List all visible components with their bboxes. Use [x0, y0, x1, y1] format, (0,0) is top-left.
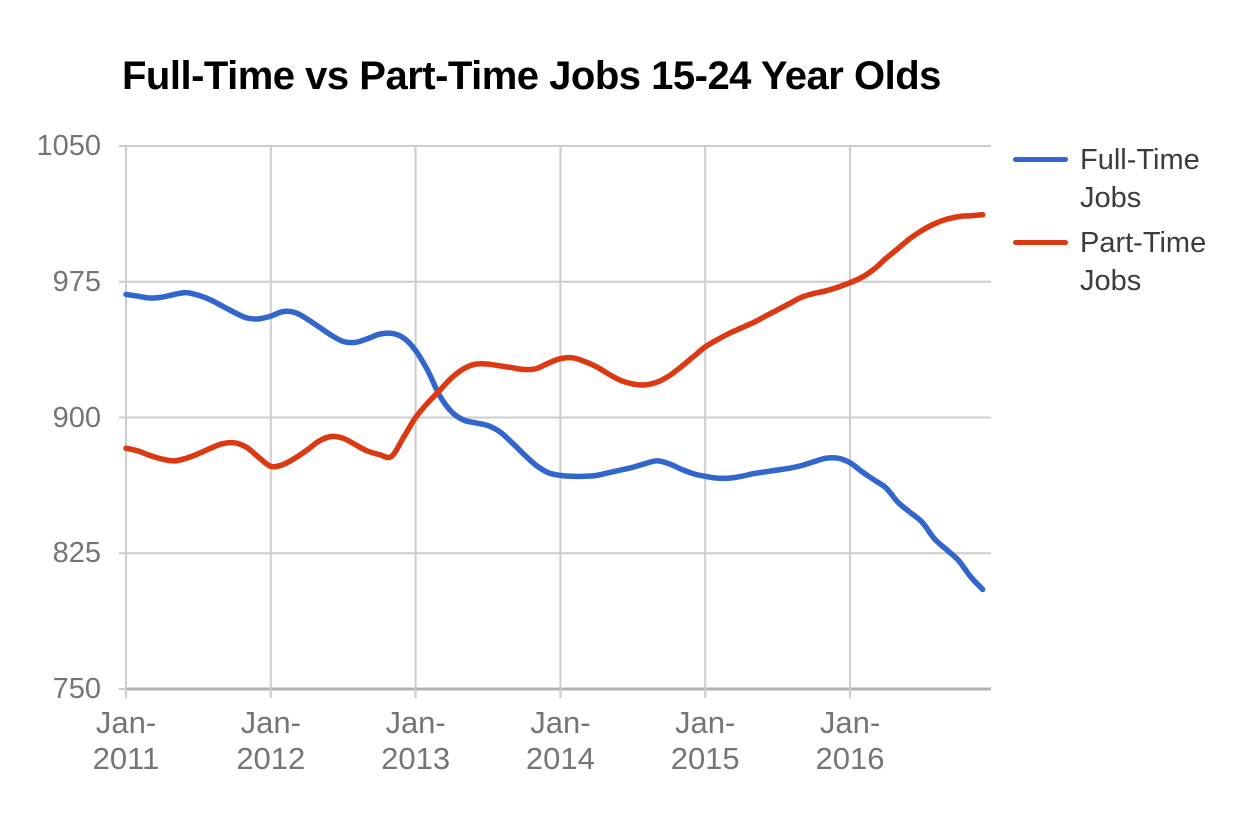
legend-label-part-time-jobs: Part-Time Jobs [1080, 227, 1207, 297]
x-tick-label-line2: 2016 [815, 741, 885, 776]
x-tick-label-line1: Jan- [530, 705, 591, 740]
x-tick-label-line2: 2015 [670, 741, 740, 776]
series-line-full-time-jobs [123, 289, 986, 593]
x-tick-label: Jan- 2014 [488, 705, 632, 777]
x-tick-label-line1: Jan- [240, 705, 301, 740]
x-tick-label-line1: Jan- [95, 705, 157, 740]
y-tick-label: 750 [52, 673, 101, 705]
x-tick-label: Jan- 2012 [199, 705, 343, 777]
part-time-line-swatch-icon [1013, 240, 1068, 245]
legend-item-part-time-jobs: Part-Time Jobs [1013, 224, 1248, 300]
x-tick-label: Jan- 2011 [54, 705, 198, 777]
y-tick-label: 1050 [36, 130, 101, 162]
y-tick-label: 900 [52, 401, 101, 434]
x-tick-label: Jan- 2013 [344, 705, 488, 777]
x-tick-label-line1: Jan- [819, 705, 881, 740]
y-tick-label: 825 [52, 537, 101, 570]
full-time-line-swatch-icon [1013, 157, 1068, 162]
x-tick-label-line2: 2013 [381, 741, 451, 776]
legend-item-full-time-jobs: Full-Time Jobs [1013, 141, 1248, 217]
series-line-part-time-jobs [123, 212, 986, 470]
x-tick-label-line2: 2012 [236, 741, 306, 776]
x-tick-label-line1: Jan- [385, 705, 446, 740]
legend-label-full-time-jobs: Full-Time Jobs [1080, 144, 1200, 214]
legend: Full-Time Jobs Part-Time Jobs [1013, 141, 1248, 307]
x-tick-label: Jan- 2015 [633, 705, 777, 777]
x-tick-label: Jan- 2016 [778, 705, 922, 777]
chart-title: Full-Time vs Part-Time Jobs 15-24 Year O… [122, 54, 941, 98]
y-tick-label: 975 [52, 265, 101, 298]
x-tick-label-line2: 2011 [92, 741, 160, 776]
x-tick-label-line1: Jan- [675, 705, 736, 740]
x-tick-label-line2: 2014 [525, 741, 595, 776]
